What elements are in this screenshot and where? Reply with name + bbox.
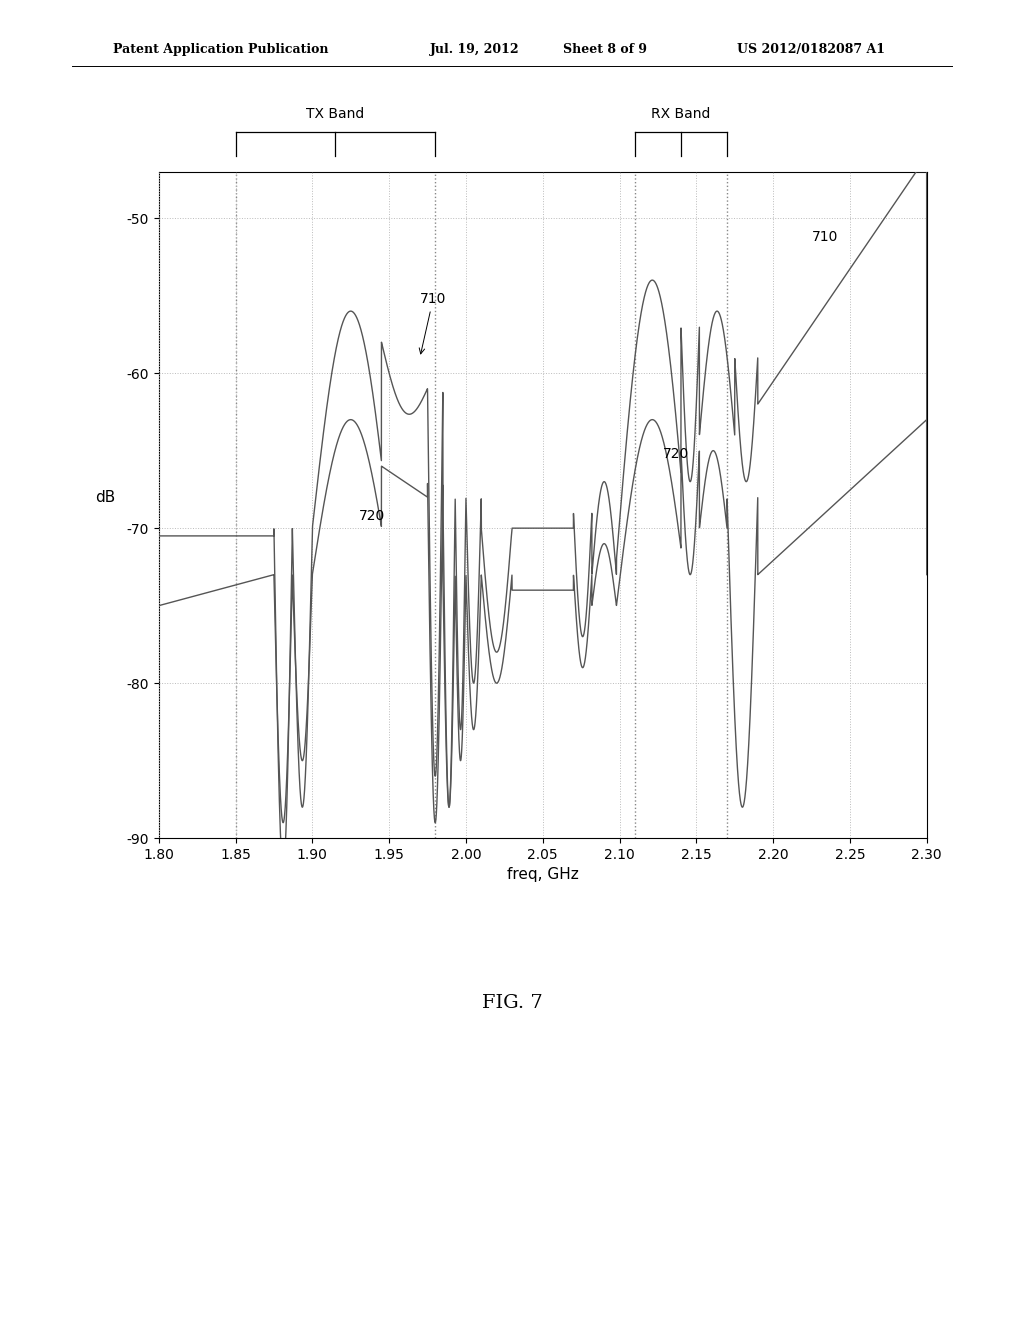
- Text: 710: 710: [811, 231, 838, 244]
- Text: FIG. 7: FIG. 7: [481, 994, 543, 1012]
- Text: RX Band: RX Band: [651, 107, 711, 121]
- X-axis label: freq, GHz: freq, GHz: [507, 867, 579, 883]
- Text: 720: 720: [358, 510, 385, 524]
- Text: TX Band: TX Band: [306, 107, 365, 121]
- Text: 720: 720: [663, 447, 689, 462]
- Text: Sheet 8 of 9: Sheet 8 of 9: [563, 42, 647, 55]
- Text: Jul. 19, 2012: Jul. 19, 2012: [430, 42, 520, 55]
- Text: Patent Application Publication: Patent Application Publication: [113, 42, 328, 55]
- Text: US 2012/0182087 A1: US 2012/0182087 A1: [737, 42, 886, 55]
- Y-axis label: dB: dB: [95, 490, 116, 504]
- Text: 710: 710: [419, 292, 446, 354]
